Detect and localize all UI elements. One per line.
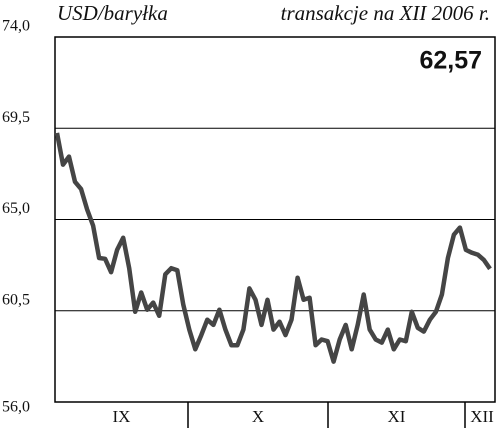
unit-label: USD/baryłka [57,1,168,25]
y-tick-label: 69,5 [2,109,30,126]
last-value: 62,57 [419,47,482,75]
y-tick-label: 60,5 [2,291,30,308]
x-tick-label: IX [113,407,131,426]
price-line [54,132,492,364]
x-tick-label: XI [388,407,406,426]
x-tick-label: X [252,407,264,426]
y-tick-label: 74,0 [2,18,30,35]
y-tick-label: 56,0 [2,399,30,416]
x-tick-label: XII [470,407,494,426]
chart-title: transakcje na XII 2006 r. [281,1,490,25]
y-tick-label: 65,0 [2,200,30,217]
